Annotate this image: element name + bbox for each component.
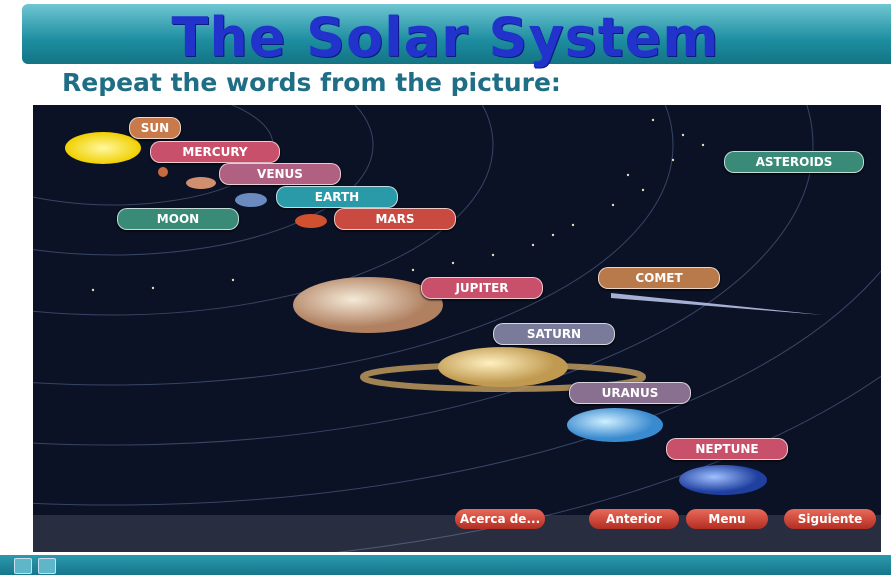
title: The Solar System — [171, 6, 720, 69]
header-banner — [22, 4, 891, 64]
label-asteroids[interactable]: ASTEROIDS — [724, 151, 864, 173]
label-mars[interactable]: MARS — [334, 208, 456, 230]
button-previous[interactable]: Anterior — [589, 509, 679, 529]
button-about[interactable]: Acerca de... — [455, 509, 545, 529]
button-menu[interactable]: Menu — [686, 509, 768, 529]
status-bar — [0, 555, 891, 575]
solar-system-picture — [33, 105, 881, 552]
label-earth[interactable]: EARTH — [276, 186, 398, 208]
close-button[interactable] — [38, 558, 56, 574]
label-jupiter[interactable]: JUPITER — [421, 277, 543, 299]
sound-button[interactable] — [14, 558, 32, 574]
label-comet[interactable]: COMET — [598, 267, 720, 289]
button-next[interactable]: Siguiente — [784, 509, 876, 529]
label-sun[interactable]: SUN — [129, 117, 181, 139]
label-moon[interactable]: MOON — [117, 208, 239, 230]
label-uranus[interactable]: URANUS — [569, 382, 691, 404]
instruction: Repeat the words from the picture: — [62, 68, 561, 97]
label-venus[interactable]: VENUS — [219, 163, 341, 185]
label-neptune[interactable]: NEPTUNE — [666, 438, 788, 460]
label-mercury[interactable]: MERCURY — [150, 141, 280, 163]
label-saturn[interactable]: SATURN — [493, 323, 615, 345]
